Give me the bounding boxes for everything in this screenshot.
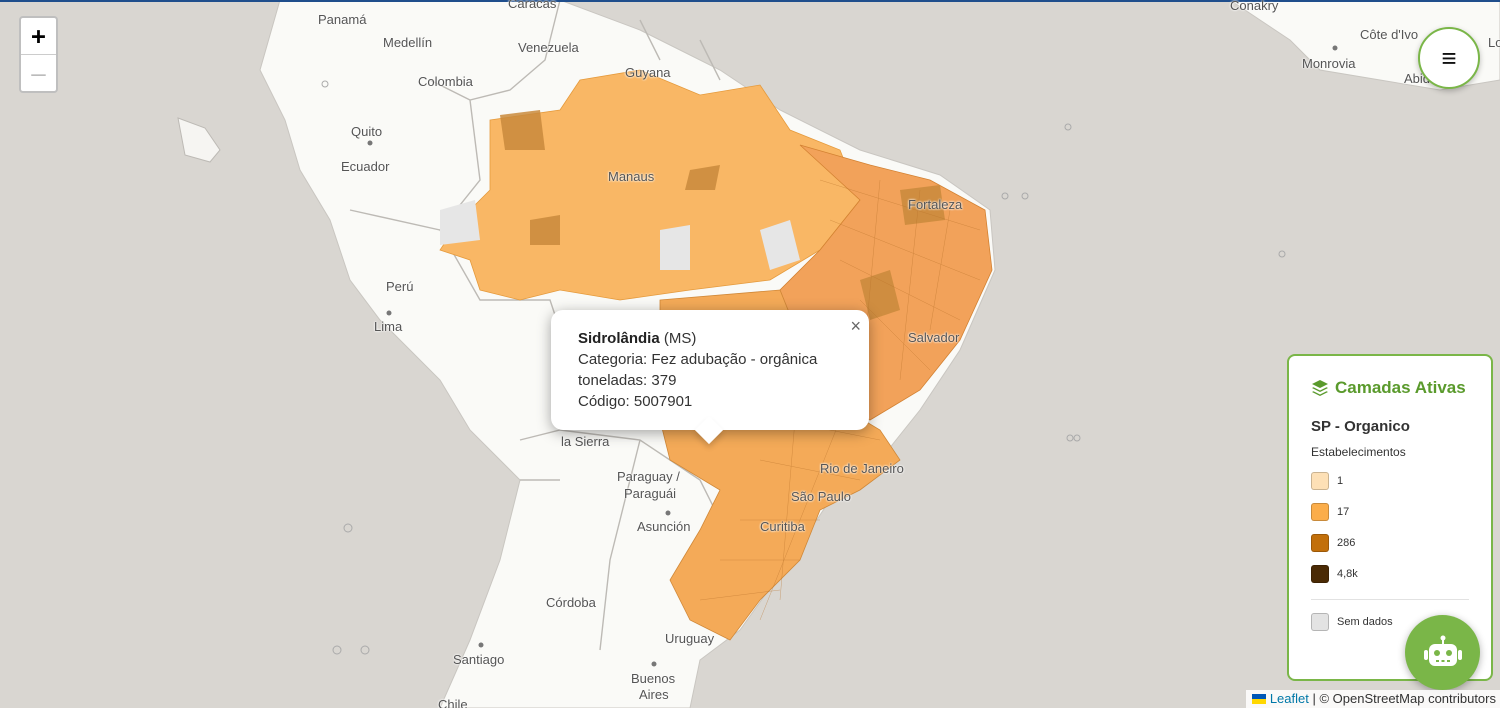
top-accent-bar <box>0 0 1500 2</box>
place-label: Perú <box>386 279 414 294</box>
place-label: Ecuador <box>341 159 390 174</box>
legend-title: Camadas Ativas <box>1311 378 1469 398</box>
legend-item: 4,8k <box>1311 565 1469 583</box>
legend-swatch <box>1311 613 1329 631</box>
popup-title-line: Sidrolândia (MS) <box>578 328 842 349</box>
legend-nodata-item: Sem dados <box>1311 613 1469 631</box>
place-label: la Sierra <box>561 434 610 449</box>
zoom-out-button[interactable]: — <box>31 59 46 88</box>
legend-item-label: 1 <box>1337 475 1344 487</box>
ukraine-flag-icon <box>1252 694 1267 704</box>
place-label: Medellín <box>383 35 433 50</box>
legend-swatch <box>1311 565 1329 583</box>
place-label: Lo <box>1488 35 1500 50</box>
zoom-in-button[interactable]: + <box>21 18 56 55</box>
galapagos-land <box>177 117 221 163</box>
place-label: Curitiba <box>760 519 805 534</box>
place-label: Buenos <box>631 671 676 686</box>
chatbot-button[interactable] <box>1405 615 1480 690</box>
place-label: Fortaleza <box>908 197 963 212</box>
legend-layer-name: SP - Organico <box>1311 418 1410 435</box>
zoom-control: + — <box>19 16 58 93</box>
place-label: Chile <box>438 697 468 708</box>
place-label: Venezuela <box>518 40 579 55</box>
place-label: Paraguái <box>624 486 677 501</box>
legend-swatch <box>1311 534 1329 552</box>
place-label: Côte d'Ivo <box>1360 27 1419 42</box>
popup-state: (MS) <box>663 330 697 347</box>
place-label: Rio de Janeiro <box>820 461 904 476</box>
layers-icon <box>1312 380 1328 396</box>
place-label: Colombia <box>418 74 473 89</box>
menu-button[interactable]: ≡ <box>1418 27 1480 89</box>
legend-swatch <box>1311 503 1329 521</box>
legend-nodata-label: Sem dados <box>1337 616 1393 628</box>
legend-divider <box>1311 599 1469 600</box>
place-label: São Paulo <box>791 489 851 504</box>
map-attribution: Leaflet | © OpenStreetMap contributors <box>1246 690 1500 708</box>
legend-item: 286 <box>1311 534 1469 552</box>
popup-municipality-name: Sidrolândia <box>578 330 660 347</box>
place-label: Uruguay <box>665 631 715 646</box>
place-label: Panamá <box>318 12 367 27</box>
place-label: Lima <box>374 319 403 334</box>
popup-toneladas: toneladas: 379 <box>578 372 677 389</box>
legend-item: 1 <box>1311 472 1469 490</box>
place-label: Córdoba <box>546 595 596 610</box>
place-label: Santiago <box>453 652 505 667</box>
legend-item-label: 286 <box>1337 537 1356 549</box>
place-label: Salvador <box>908 330 960 345</box>
popup-codigo: Código: 5007901 <box>578 393 693 410</box>
attribution-text: | © OpenStreetMap contributors <box>1312 691 1497 706</box>
place-label: Caracas <box>508 0 557 11</box>
robot-icon <box>1423 635 1462 666</box>
place-label: Paraguay / <box>617 469 680 484</box>
place-label: Asunción <box>637 519 691 534</box>
leaflet-link[interactable]: Leaflet <box>1269 691 1309 706</box>
popup-close-button[interactable]: × <box>850 316 861 336</box>
place-label: Aires <box>639 687 669 702</box>
place-label: Monrovia <box>1302 56 1356 71</box>
legend-title-text: Camadas Ativas <box>1335 378 1466 397</box>
municipality-lines <box>699 179 981 621</box>
legend-item-label: 4,8k <box>1337 568 1358 580</box>
feature-popup: × Sidrolândia (MS) Categoria: Fez adubaç… <box>551 310 869 445</box>
menu-icon: ≡ <box>1441 43 1457 73</box>
legend-item: 17 <box>1311 503 1469 521</box>
place-label: Manaus <box>608 169 655 184</box>
legend-item-label: 17 <box>1337 506 1350 518</box>
legend-swatch <box>1311 472 1329 490</box>
popup-categoria: Categoria: Fez adubação - orgânica <box>578 351 818 368</box>
place-label: Guyana <box>625 65 671 80</box>
place-label: Quito <box>351 124 383 139</box>
legend-variable: Estabelecimentos <box>1311 445 1406 459</box>
place-label: Conakry <box>1230 0 1279 13</box>
